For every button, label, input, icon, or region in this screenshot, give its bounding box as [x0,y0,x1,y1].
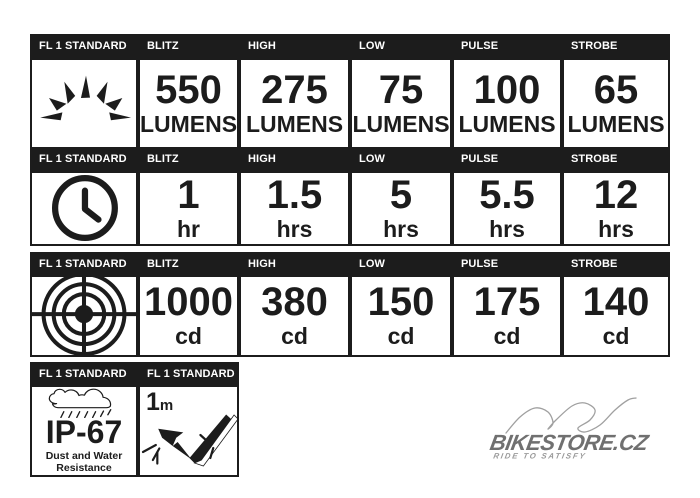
svg-text:RIDE TO SATISFY: RIDE TO SATISFY [493,452,588,461]
